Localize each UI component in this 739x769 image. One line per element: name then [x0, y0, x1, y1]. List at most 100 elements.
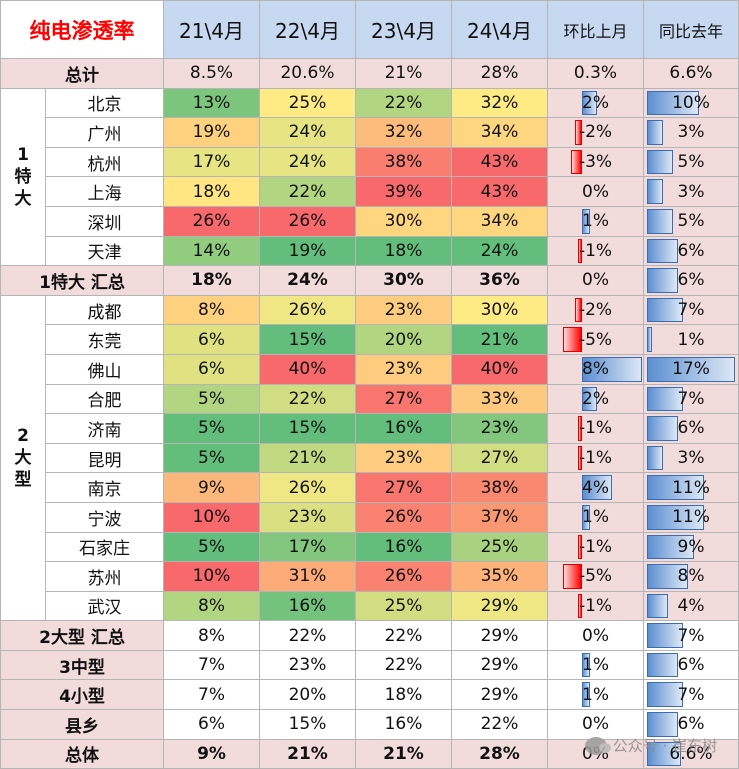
mom-cell: 1% [547, 501, 644, 533]
mom-cell: -2% [547, 117, 644, 148]
total-yoy: 6.6% [643, 58, 739, 89]
mom-cell: -2% [547, 294, 644, 326]
segment-row: 4小型 7% 20% 18% 29% 1% 7% [0, 679, 739, 711]
yoy-cell-value: 6% [677, 270, 705, 291]
penetration-cell: 30% [355, 205, 452, 237]
penetration-cell: 8% [163, 590, 260, 622]
decrease-bar [574, 120, 582, 145]
mom-cell-value: -1% [578, 418, 613, 439]
col-header-21apr: 21\4月 [163, 0, 260, 59]
city-name: 石家庄 [45, 531, 164, 563]
yoy-cell: 5% [643, 205, 739, 237]
summary-value: 8% [163, 620, 260, 651]
col-header-yoy: 同比去年 [643, 0, 739, 59]
penetration-cell: 31% [259, 561, 356, 592]
yoy-bar [647, 268, 679, 293]
penetration-cell: 22% [355, 87, 452, 119]
table-row: 2 大型成都 8% 26% 23% 30% -2% 7% [0, 294, 739, 622]
mom-cell-value: 1% [582, 507, 609, 528]
yoy-bar [647, 682, 684, 708]
yoy-bar [647, 652, 679, 678]
yoy-cell-value: 3% [677, 181, 705, 202]
mom-cell: 0% [547, 265, 644, 296]
yoy-cell: 17% [643, 353, 739, 385]
yoy-cell-value: 17% [672, 359, 710, 380]
mom-cell-value: -5% [578, 566, 613, 587]
yoy-cell: 11% [643, 501, 739, 533]
city-name: 北京 [45, 87, 164, 119]
penetration-cell: 5% [163, 531, 260, 563]
yoy-bar [647, 327, 653, 352]
segment-value: 7% [163, 679, 260, 711]
penetration-cell: 15% [259, 324, 356, 355]
yoy-cell-value: 5% [677, 211, 705, 232]
penetration-cell: 26% [259, 205, 356, 237]
segment-label: 县乡 [0, 709, 164, 740]
mom-cell: -1% [547, 413, 644, 444]
yoy-bar [647, 416, 679, 441]
penetration-cell: 25% [259, 87, 356, 119]
mom-cell-value: 8% [582, 359, 609, 380]
table-row: 苏州 10% 31% 26% 35% -5% 8% [1, 561, 739, 592]
yoy-cell-value: 10% [672, 92, 710, 113]
total-value: 21% [355, 58, 452, 89]
increase-bar [582, 356, 642, 382]
mom-cell-value: 0% [582, 714, 609, 735]
mom-cell-value: -1% [578, 448, 613, 469]
penetration-cell: 43% [451, 176, 548, 207]
segment-label: 3中型 [0, 649, 164, 681]
penetration-cell: 17% [259, 531, 356, 563]
mom-cell: -1% [547, 590, 644, 622]
col-header-mom: 环比上月 [547, 0, 644, 59]
total-value: 20.6% [259, 58, 356, 89]
city-name: 南京 [45, 472, 164, 503]
yoy-cell-value: 6% [677, 240, 705, 261]
mom-cell: 2% [547, 383, 644, 415]
city-name: 深圳 [45, 205, 164, 237]
penetration-cell: 32% [451, 87, 548, 119]
penetration-cell: 27% [355, 472, 452, 503]
yoy-cell: 7% [643, 620, 739, 651]
city-name: 宁波 [45, 501, 164, 533]
increase-bar [582, 475, 612, 500]
penetration-cell: 26% [259, 472, 356, 503]
yoy-bar [647, 120, 663, 145]
segment-value: 18% [355, 679, 452, 711]
yoy-cell: 3% [643, 117, 739, 148]
city-name: 武汉 [45, 590, 164, 622]
mom-cell: 1% [547, 205, 644, 237]
yoy-cell: 6% [643, 265, 739, 296]
table-row: 广州 19% 24% 32% 34% -2% 3% [1, 117, 739, 148]
yoy-bar [647, 149, 673, 175]
group-label-char: 型 [14, 470, 32, 491]
yoy-cell: 4% [643, 590, 739, 622]
penetration-cell: 26% [259, 294, 356, 326]
table-row: 东莞 6% 15% 20% 21% -5% 1% [1, 324, 739, 355]
decrease-bar [570, 149, 582, 175]
summary-value: 30% [355, 265, 452, 296]
penetration-cell: 5% [163, 383, 260, 415]
segment-value: 21% [259, 738, 356, 769]
yoy-cell: 3% [643, 176, 739, 207]
penetration-cell: 23% [355, 442, 452, 474]
yoy-bar [647, 593, 668, 619]
segment-value: 29% [451, 679, 548, 711]
city-name: 济南 [45, 413, 164, 444]
penetration-cell: 43% [451, 146, 548, 178]
mom-cell-value: 2% [582, 388, 609, 409]
total-row: 总计 8.5% 20.6% 21% 28% 0.3% 6.6% [0, 58, 739, 89]
city-name: 成都 [45, 294, 164, 326]
yoy-cell-value: 5% [677, 152, 705, 173]
summary-value: 22% [259, 620, 356, 651]
yoy-bar [647, 179, 663, 204]
group-label-char: 大 [14, 447, 32, 468]
penetration-cell: 23% [355, 294, 452, 326]
city-name: 苏州 [45, 561, 164, 592]
mom-cell-value: 2% [582, 92, 609, 113]
summary-value: 24% [259, 265, 356, 296]
segment-value: 22% [355, 649, 452, 681]
yoy-bar [647, 386, 684, 412]
penetration-cell: 40% [451, 353, 548, 385]
penetration-cell: 23% [355, 353, 452, 385]
